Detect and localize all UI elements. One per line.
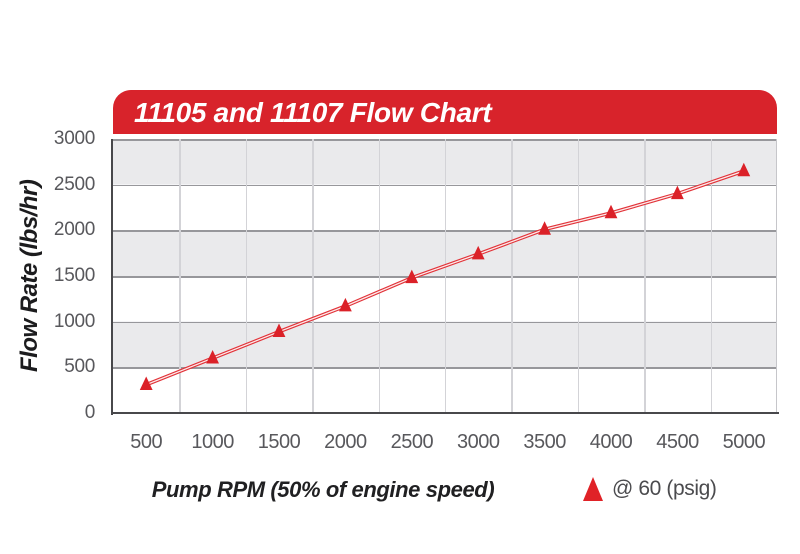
v-gridline bbox=[644, 139, 646, 413]
data-point-marker bbox=[272, 323, 286, 337]
y-tick-label: 3000 bbox=[53, 128, 95, 149]
x-tick-label: 3500 bbox=[523, 431, 566, 453]
x-tick-label: 1500 bbox=[257, 431, 301, 453]
legend-triangle-icon bbox=[583, 477, 603, 501]
x-tick-label: 500 bbox=[130, 431, 163, 453]
chart-title-bar: 11105 and 11107 Flow Chart bbox=[113, 90, 777, 134]
x-tick-label: 3000 bbox=[456, 431, 500, 453]
data-point-marker bbox=[339, 297, 352, 312]
plot-right-border bbox=[775, 139, 777, 413]
v-gridline bbox=[378, 139, 380, 413]
y-tick-labels: 3000 2500 2000 1500 1000 500 0 bbox=[0, 128, 95, 424]
data-point-marker bbox=[206, 350, 219, 364]
legend: @ 60 (psig) bbox=[583, 476, 717, 502]
x-tick-label: 2500 bbox=[390, 431, 434, 453]
chart-title: 11105 and 11107 Flow Chart bbox=[134, 97, 492, 128]
series-line-core bbox=[145, 170, 745, 386]
y-tick-label: 500 bbox=[64, 356, 95, 378]
v-gridline bbox=[179, 139, 181, 413]
x-tick-label: 2000 bbox=[324, 431, 367, 453]
v-gridline bbox=[245, 139, 248, 413]
data-point-marker bbox=[471, 245, 485, 260]
grid-layer bbox=[113, 139, 777, 413]
y-tick-label: 0 bbox=[84, 401, 96, 423]
data-point-marker bbox=[538, 221, 551, 235]
legend-label: @ 60 (psig) bbox=[612, 477, 717, 500]
v-gridline bbox=[511, 139, 513, 413]
data-point-marker bbox=[139, 376, 153, 390]
x-tick-label: 4500 bbox=[656, 431, 699, 453]
v-gridline bbox=[312, 139, 314, 413]
data-point-marker bbox=[604, 204, 618, 219]
data-point-marker bbox=[671, 185, 684, 200]
y-axis-line bbox=[111, 139, 113, 415]
y-tick-label: 1500 bbox=[53, 264, 95, 286]
v-gridline bbox=[710, 139, 712, 413]
series-svg bbox=[139, 162, 751, 390]
y-tick-label: 2500 bbox=[53, 173, 95, 195]
x-axis-title: Pump RPM (50% of engine speed) bbox=[151, 477, 495, 502]
x-tick-label: 1000 bbox=[191, 431, 234, 453]
plot-area bbox=[113, 139, 777, 413]
series-line bbox=[145, 169, 745, 387]
y-tick-label: 1000 bbox=[53, 310, 95, 332]
v-gridline bbox=[445, 139, 447, 413]
x-tick-label: 4000 bbox=[589, 431, 633, 453]
data-point-marker bbox=[737, 162, 751, 177]
y-tick-label: 2000 bbox=[53, 219, 95, 241]
x-tick-labels: 500 1000 1500 2000 2500 3000 3500 4000 4… bbox=[113, 430, 777, 454]
data-point-marker bbox=[405, 269, 419, 284]
v-gridline bbox=[577, 139, 580, 413]
x-tick-label: 5000 bbox=[722, 431, 766, 453]
x-axis-line bbox=[111, 412, 779, 414]
